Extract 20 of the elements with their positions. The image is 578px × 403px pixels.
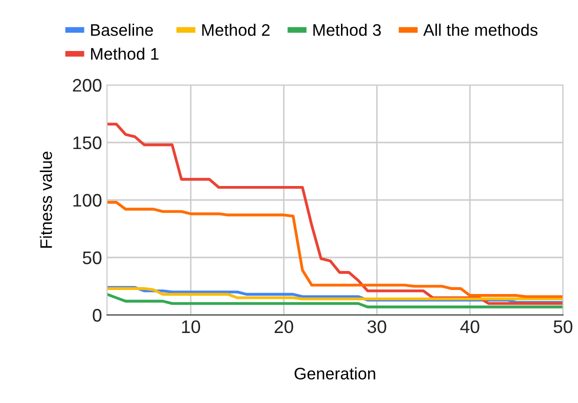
legend-label: Method 1 bbox=[91, 48, 158, 60]
y-tick-label: 50 bbox=[82, 251, 102, 264]
x-tick-label: 40 bbox=[460, 320, 480, 334]
x-tick-label: 50 bbox=[554, 320, 572, 334]
legend-label: Method 3 bbox=[313, 24, 381, 36]
legend-label: Method 2 bbox=[202, 24, 270, 36]
y-tick-label: 0 bbox=[92, 308, 102, 322]
x-tick-label: 30 bbox=[368, 320, 386, 334]
legend-label: All the methods bbox=[423, 24, 538, 36]
x-tick-label: 10 bbox=[182, 320, 200, 334]
x-axis-title: Generation bbox=[294, 367, 376, 380]
y-tick-label: 200 bbox=[72, 78, 102, 92]
line-series bbox=[107, 287, 563, 300]
y-tick-label: 100 bbox=[73, 194, 102, 207]
line-series bbox=[107, 200, 563, 298]
y-tick-label: 150 bbox=[73, 136, 102, 150]
x-tick-label: 20 bbox=[274, 320, 294, 334]
legend-label: Baseline bbox=[91, 24, 153, 36]
y-axis-title: Fitness value bbox=[40, 152, 52, 248]
line-series bbox=[107, 292, 563, 308]
